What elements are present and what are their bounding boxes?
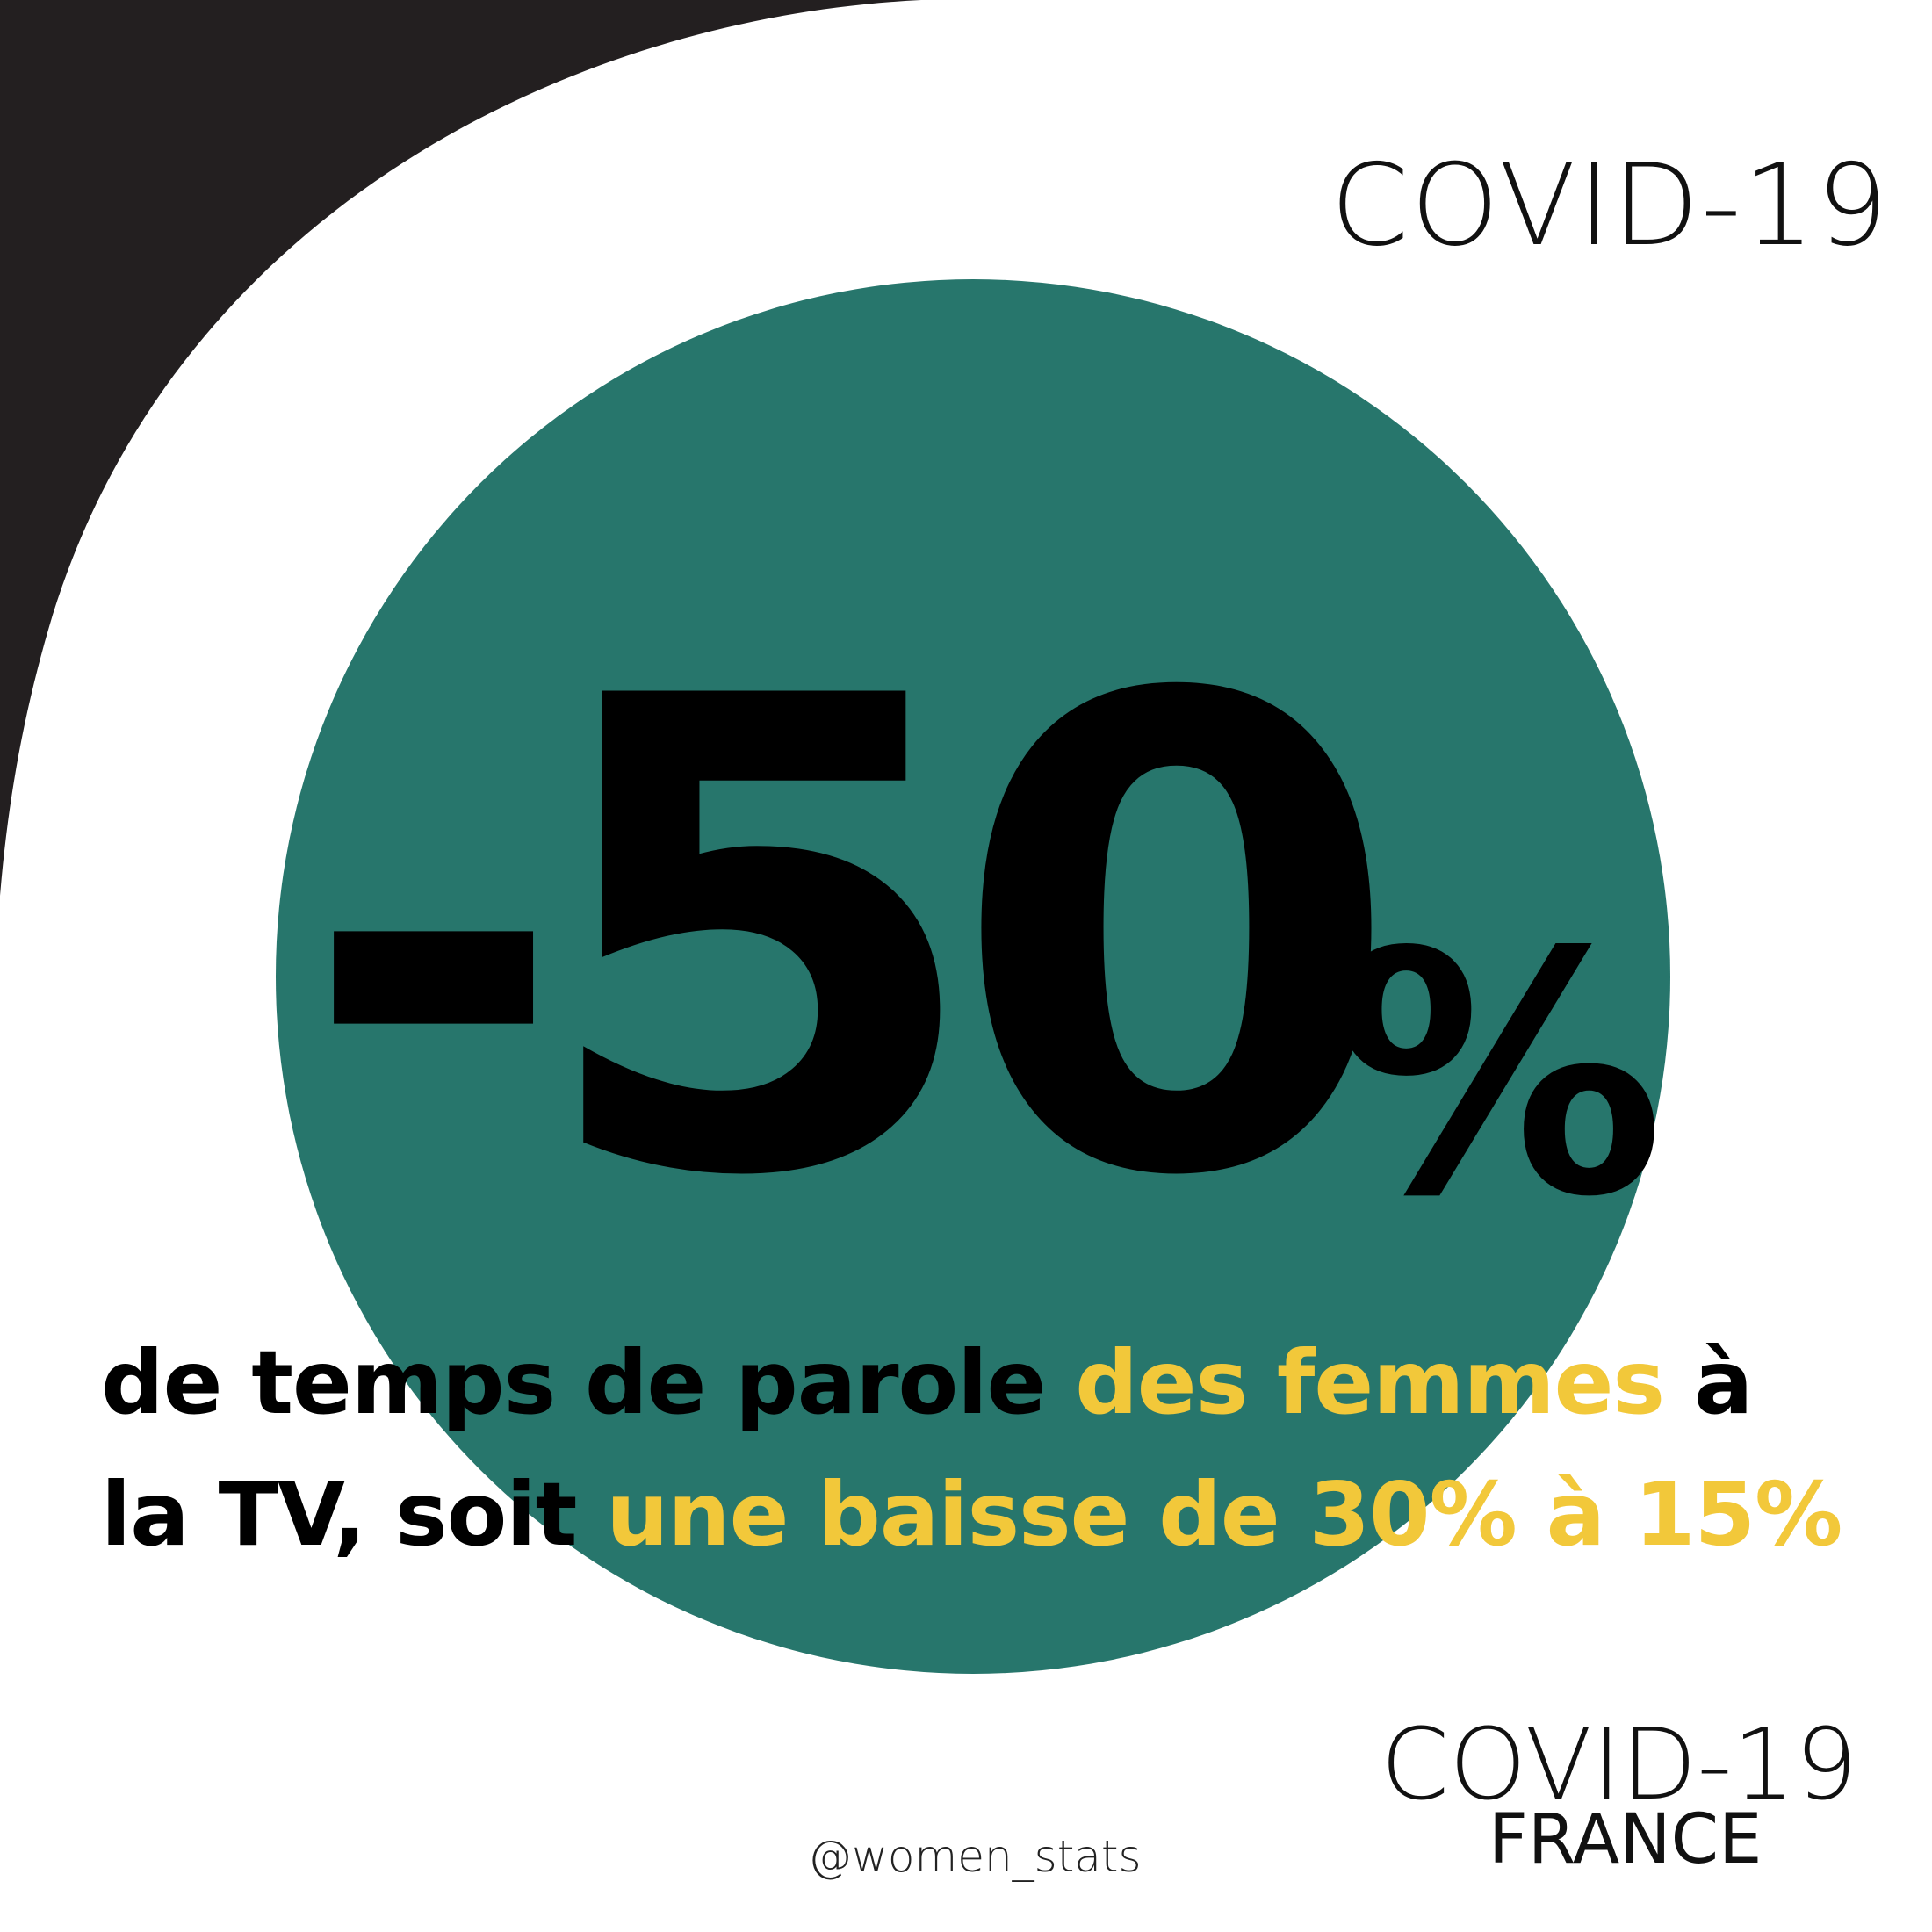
footer-logo-subtitle: FRANCE: [1489, 1800, 1763, 1879]
description-highlight: une baisse de 30% à 15%: [606, 1463, 1842, 1566]
teal-circle: [276, 279, 1670, 1674]
description-line-1: de temps de parole des femmes à: [101, 1339, 1753, 1427]
description-text: à: [1664, 1331, 1753, 1434]
description-text: la TV, soit: [101, 1463, 607, 1566]
description-text: de temps de parole: [101, 1331, 1076, 1434]
footer-logo-title: COVID-19: [1381, 1708, 1858, 1822]
header-title: COVID-19: [1330, 141, 1890, 271]
black-corner-shape: [0, 0, 921, 896]
stat-value: -50: [299, 561, 1402, 1318]
social-handle: @women_stats: [808, 1831, 1142, 1882]
description-line-2: la TV, soit une baisse de 30% à 15%: [101, 1471, 1842, 1559]
stat-unit: %: [1330, 881, 1665, 1270]
description-highlight: des femmes: [1075, 1331, 1665, 1434]
